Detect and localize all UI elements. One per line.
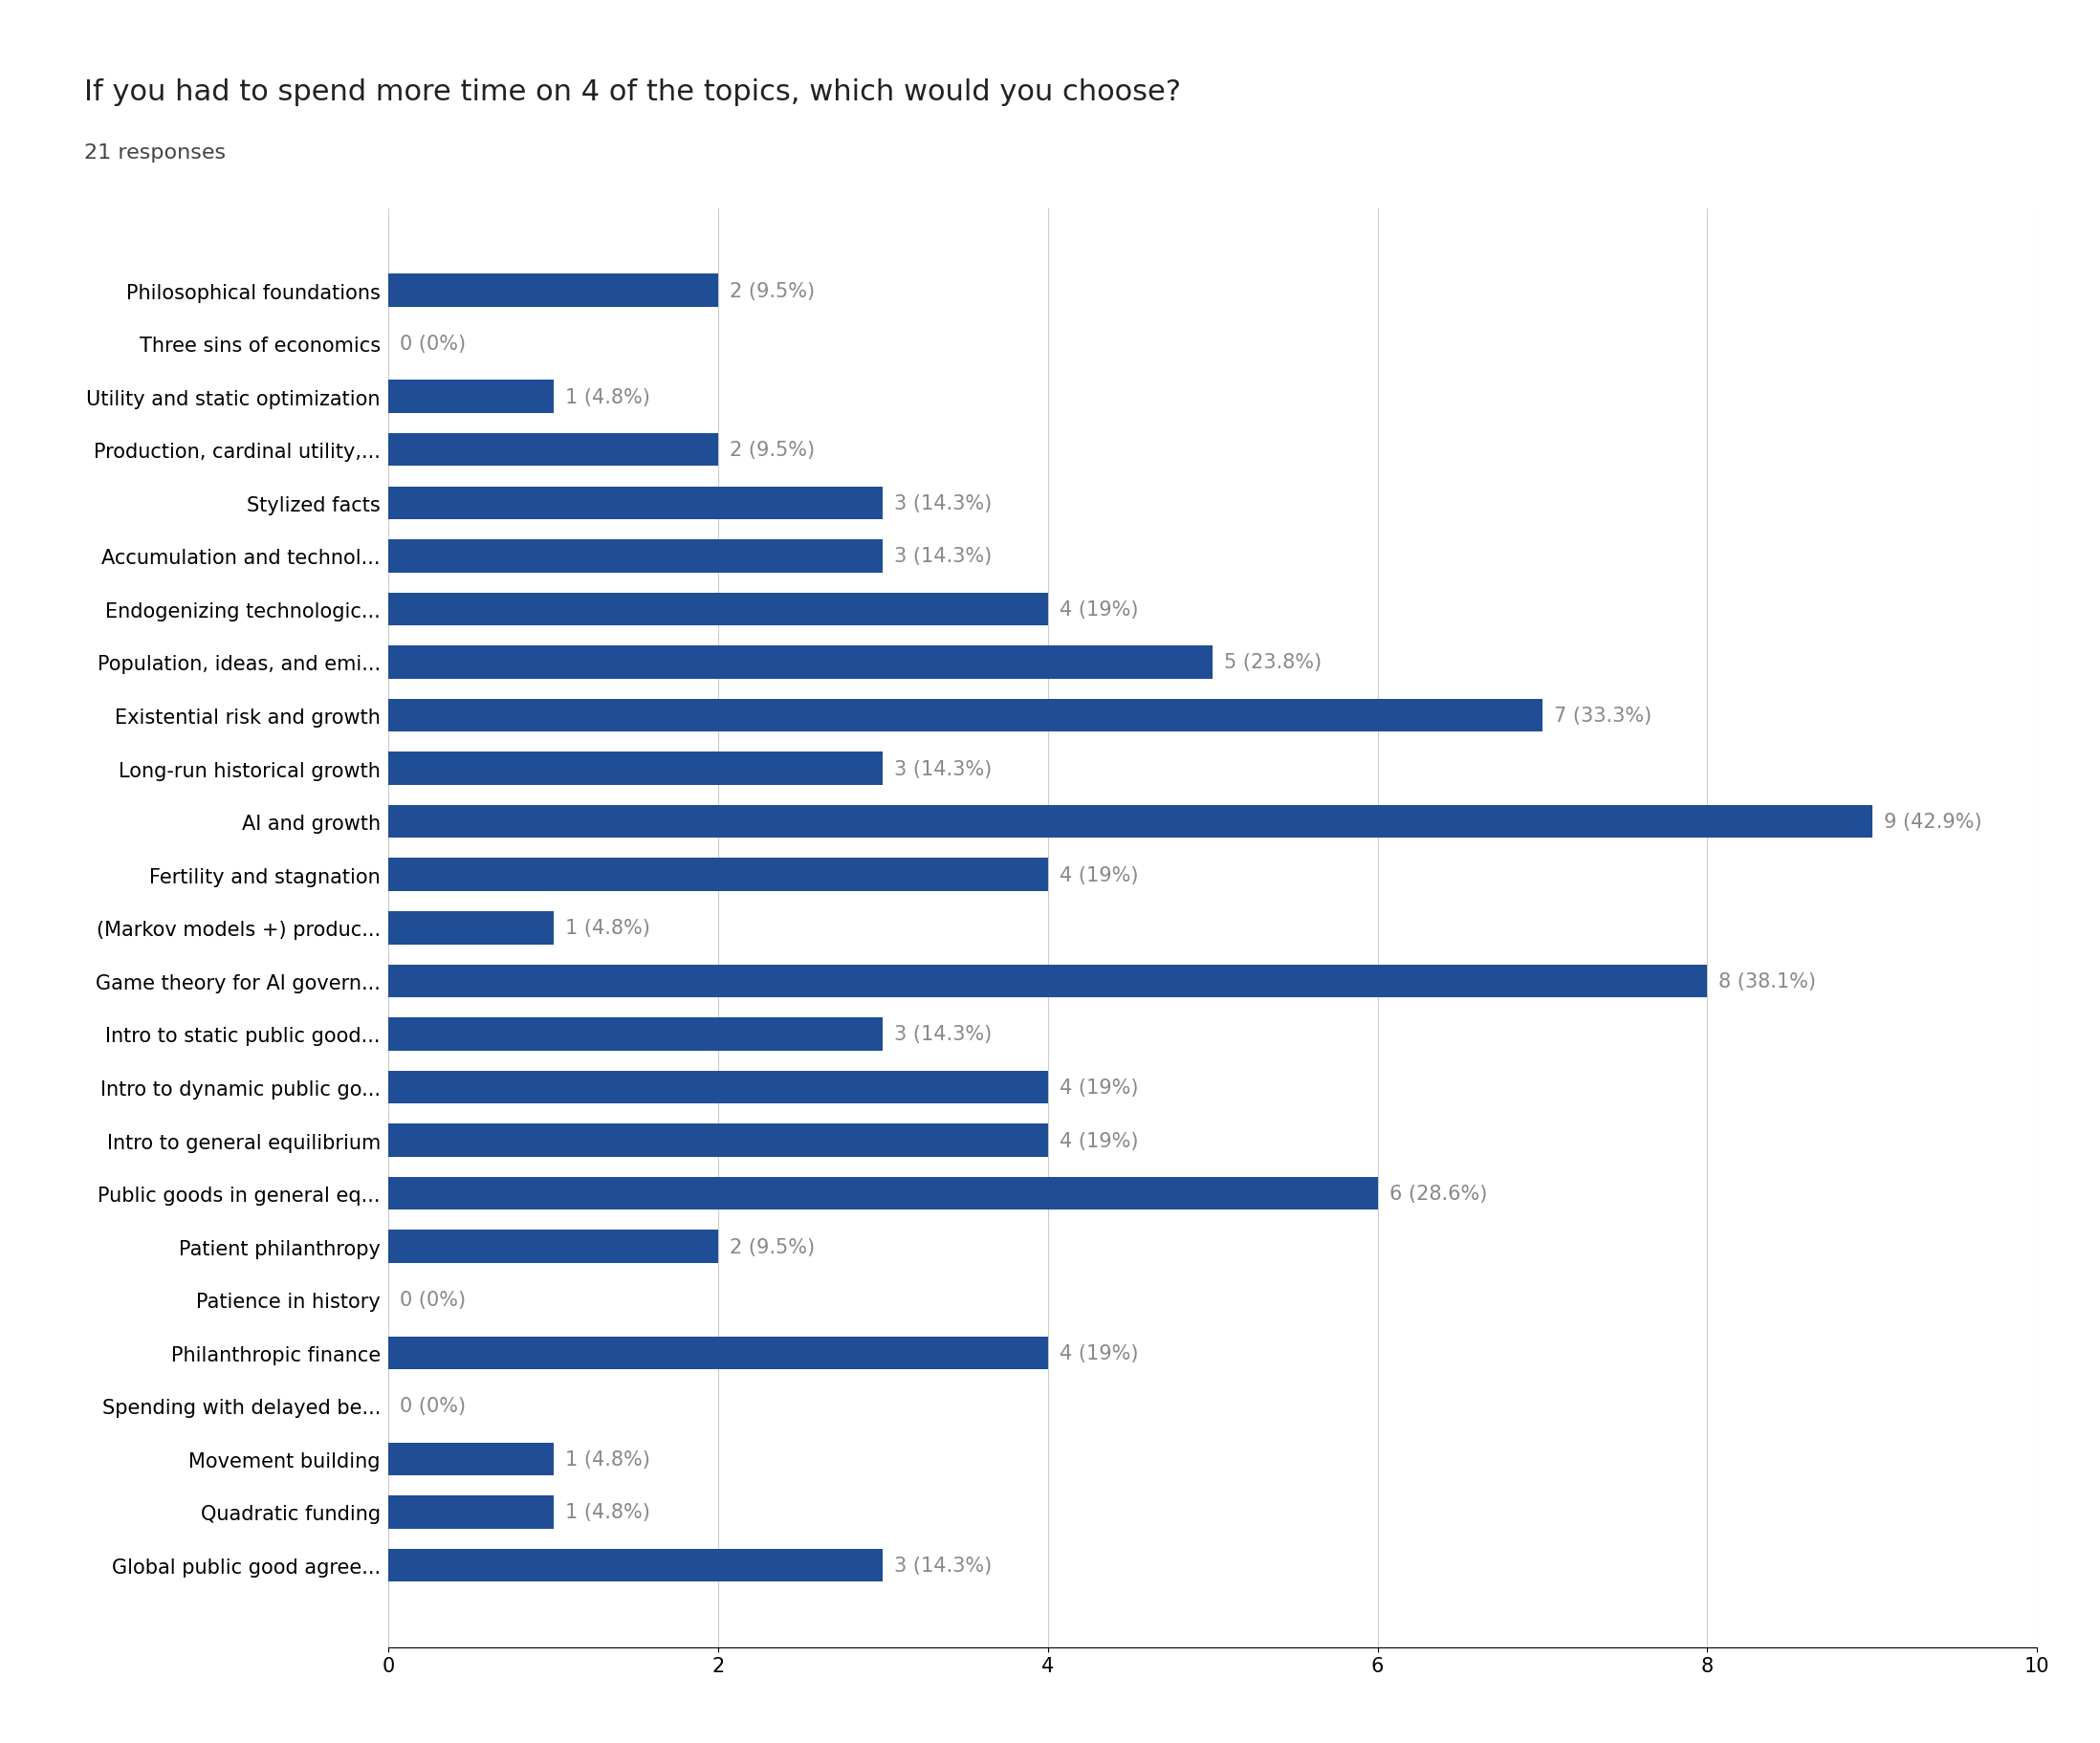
Text: 4 (19%): 4 (19%) <box>1058 1131 1138 1150</box>
Text: If you had to spend more time on 4 of the topics, which would you choose?: If you had to spend more time on 4 of th… <box>84 78 1180 106</box>
Bar <box>388 1550 882 1583</box>
Bar <box>388 647 1214 680</box>
Text: 3 (14.3%): 3 (14.3%) <box>895 1025 993 1044</box>
Text: 1 (4.8%): 1 (4.8%) <box>565 919 649 938</box>
Text: 2 (9.5%): 2 (9.5%) <box>729 281 815 300</box>
Bar <box>388 912 552 945</box>
Bar <box>388 1495 552 1529</box>
Text: 4 (19%): 4 (19%) <box>1058 1077 1138 1096</box>
Bar <box>388 966 1707 997</box>
Text: 1 (4.8%): 1 (4.8%) <box>565 387 649 406</box>
Bar <box>388 753 882 786</box>
Text: 6 (28.6%): 6 (28.6%) <box>1388 1183 1487 1203</box>
Bar <box>388 1443 552 1476</box>
Text: 1 (4.8%): 1 (4.8%) <box>565 1502 649 1522</box>
Text: 2 (9.5%): 2 (9.5%) <box>729 441 815 460</box>
Bar <box>388 699 1541 732</box>
Bar <box>388 1337 1048 1370</box>
Bar <box>388 540 882 573</box>
Text: 7 (33.3%): 7 (33.3%) <box>1554 706 1653 725</box>
Text: 1 (4.8%): 1 (4.8%) <box>565 1450 649 1469</box>
Bar <box>388 434 718 467</box>
Text: 3 (14.3%): 3 (14.3%) <box>895 547 993 566</box>
Bar <box>388 1070 1048 1103</box>
Bar <box>388 1018 882 1051</box>
Text: 5 (23.8%): 5 (23.8%) <box>1224 654 1323 673</box>
Bar <box>388 274 718 307</box>
Text: 3 (14.3%): 3 (14.3%) <box>895 760 993 779</box>
Bar <box>388 1124 1048 1157</box>
Bar <box>388 1231 718 1264</box>
Text: 0 (0%): 0 (0%) <box>399 1396 466 1415</box>
Bar <box>388 380 552 413</box>
Text: 4 (19%): 4 (19%) <box>1058 1344 1138 1363</box>
Text: 9 (42.9%): 9 (42.9%) <box>1884 812 1982 831</box>
Bar <box>388 805 1873 838</box>
Text: 2 (9.5%): 2 (9.5%) <box>729 1238 815 1257</box>
Text: 4 (19%): 4 (19%) <box>1058 600 1138 619</box>
Text: 0 (0%): 0 (0%) <box>399 335 466 354</box>
Bar <box>388 859 1048 891</box>
Text: 3 (14.3%): 3 (14.3%) <box>895 493 993 512</box>
Bar <box>388 1177 1378 1210</box>
Text: 0 (0%): 0 (0%) <box>399 1290 466 1309</box>
Text: 21 responses: 21 responses <box>84 143 225 162</box>
Text: 3 (14.3%): 3 (14.3%) <box>895 1556 993 1576</box>
Bar <box>388 593 1048 626</box>
Bar <box>388 486 882 519</box>
Text: 8 (38.1%): 8 (38.1%) <box>1718 971 1816 990</box>
Text: 4 (19%): 4 (19%) <box>1058 866 1138 885</box>
